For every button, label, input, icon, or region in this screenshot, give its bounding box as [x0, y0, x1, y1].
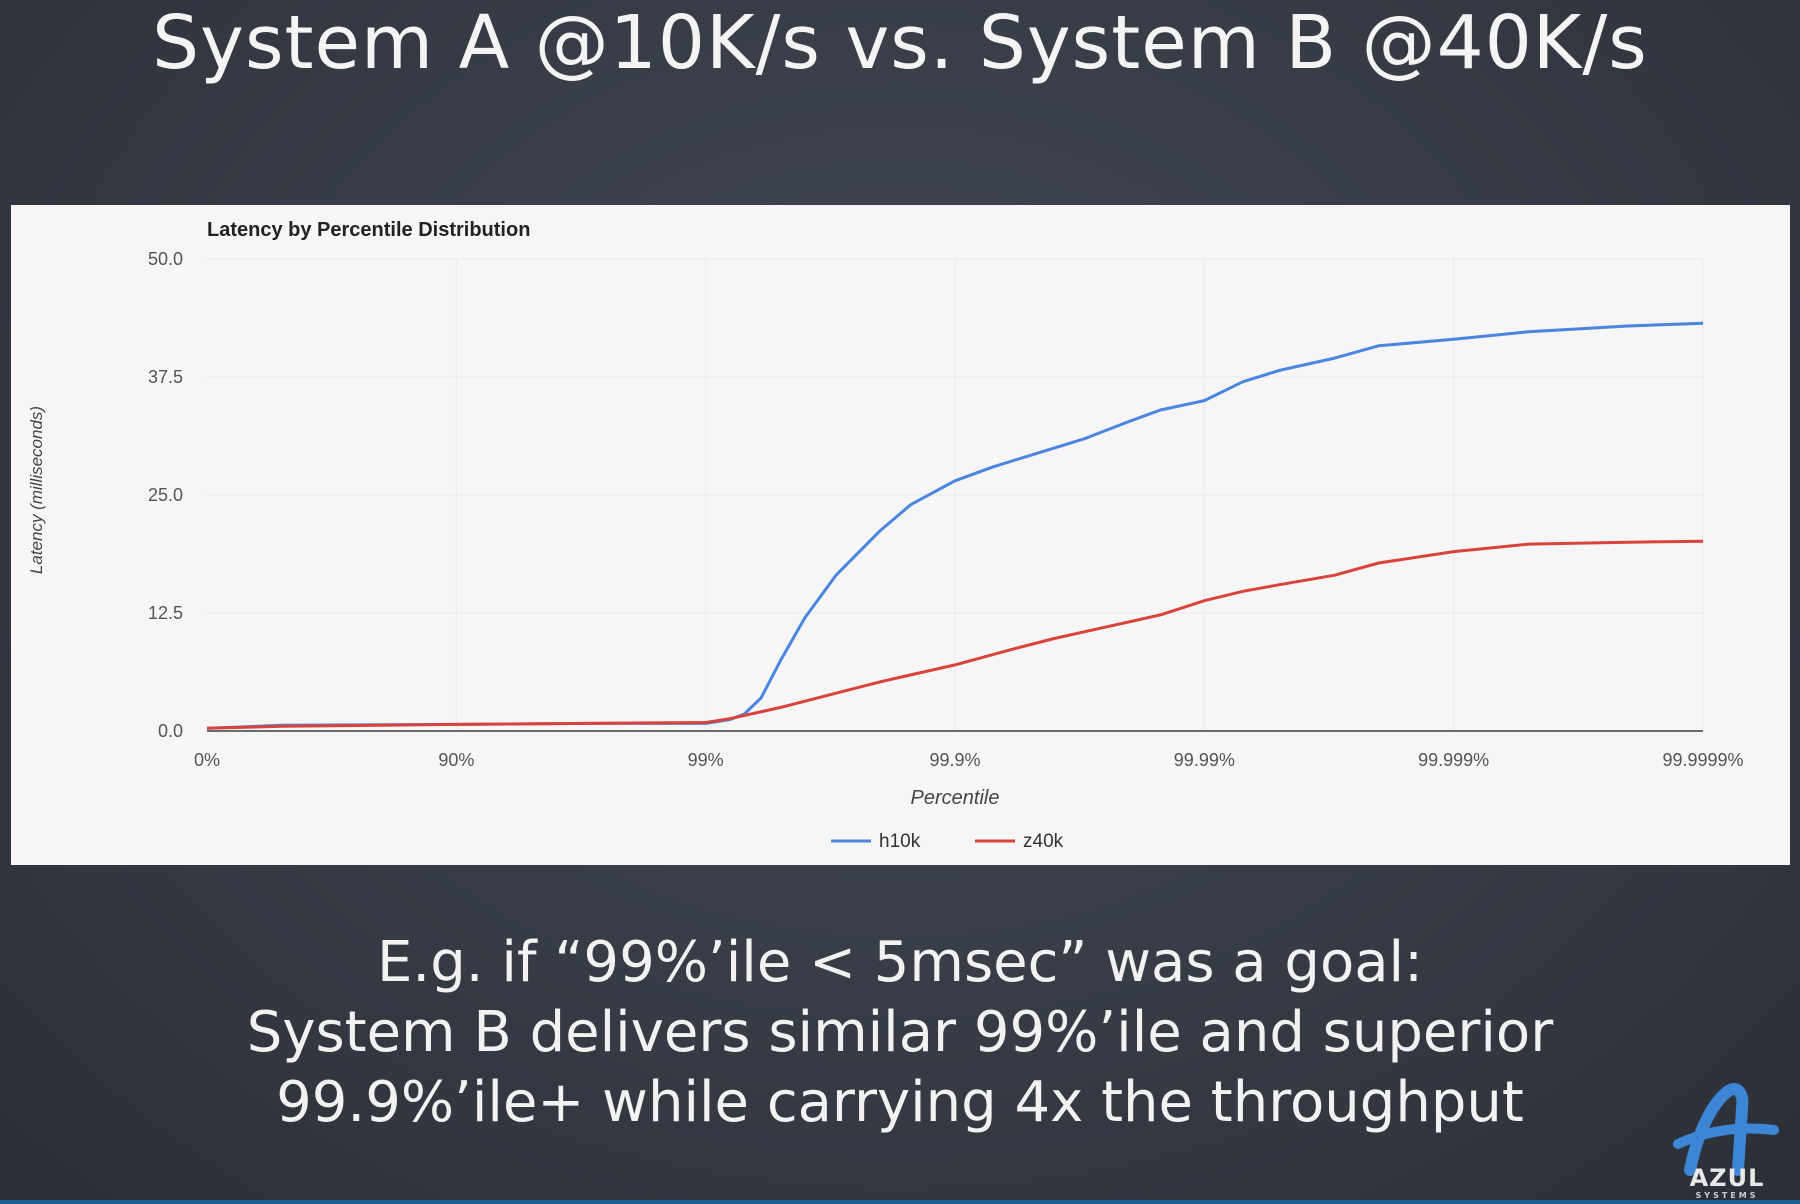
x-axis-label: Percentile	[911, 787, 1000, 809]
x-tick-label: 90%	[438, 750, 474, 770]
latency-chart: Latency by Percentile Distribution 0.0 12…	[11, 205, 1790, 865]
y-axis-tick-labels: 0.0 12.5 25.0 37.5 50.0	[148, 249, 183, 741]
y-tick-label: 50.0	[148, 249, 183, 269]
x-tick-label: 99.99%	[1174, 750, 1235, 770]
slide-title: System A @10K/s vs. System B @40K/s	[152, 0, 1648, 86]
x-tick-label: 0%	[194, 750, 220, 770]
caption-line-2: System B delivers similar 99%’ile and su…	[246, 1000, 1554, 1065]
x-tick-label: 99.9999%	[1662, 750, 1743, 770]
y-tick-label: 12.5	[148, 603, 183, 623]
svg-text:SYSTEMS: SYSTEMS	[1696, 1191, 1759, 1200]
legend-label-h10k: h10k	[879, 831, 921, 852]
x-tick-label: 99.999%	[1418, 750, 1489, 770]
azul-systems-logo-icon: AZUL SYSTEMS	[1668, 1078, 1786, 1200]
bottom-accent-strip	[0, 1200, 1800, 1204]
y-tick-label: 37.5	[148, 367, 183, 387]
chart-canvas: Latency by Percentile Distribution 0.0 12…	[27, 219, 1744, 852]
chart-title: Latency by Percentile Distribution	[207, 219, 530, 241]
chart-legend: h10k z40k	[831, 831, 1064, 852]
legend-label-z40k: z40k	[1023, 831, 1064, 852]
x-axis-tick-labels: 0% 90% 99% 99.9% 99.99% 99.999% 99.9999%	[194, 750, 1744, 770]
slide-caption: E.g. if “99%’ile < 5msec” was a goal: Sy…	[0, 928, 1800, 1138]
chart-series	[206, 321, 1704, 730]
x-tick-label: 99%	[688, 750, 724, 770]
y-tick-label: 0.0	[158, 721, 183, 741]
y-tick-label: 25.0	[148, 485, 183, 505]
y-axis-label: Latency (milliseconds)	[27, 406, 46, 574]
chart-grid	[207, 258, 1704, 731]
caption-line-1: E.g. if “99%’ile < 5msec” was a goal:	[377, 930, 1423, 995]
svg-text:AZUL: AZUL	[1690, 1164, 1765, 1192]
x-tick-label: 99.9%	[929, 750, 980, 770]
caption-line-3: 99.9%’ile+ while carrying 4x the through…	[276, 1070, 1524, 1135]
